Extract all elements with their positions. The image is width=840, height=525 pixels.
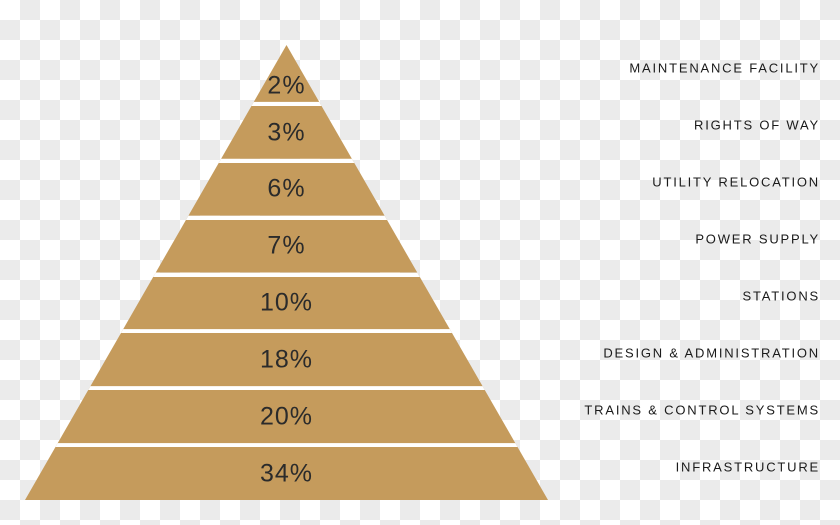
category-label-2: RIGHTS OF WAY [694,117,820,133]
category-label-5: STATIONS [742,288,820,304]
segment-value-label-5: 10% [259,288,314,317]
segment-value-label-4: 7% [267,231,306,260]
category-label-6: DESIGN & ADMINISTRATION [603,345,820,361]
pyramid-segment-6 [90,329,483,387]
pyramid-segment-8 [25,443,548,500]
pyramid-segment-3 [188,158,385,216]
segment-value-label-3: 6% [267,174,306,203]
pyramid-segment-5 [123,272,450,330]
segment-value-label-2: 3% [267,118,306,147]
category-label-7: TRAINS & CONTROL SYSTEMS [584,402,820,418]
segment-value-label-7: 20% [259,402,314,431]
segment-value-label-1: 2% [267,71,306,100]
segment-value-label-6: 18% [259,345,314,374]
pyramid-segment-4 [155,215,418,273]
category-label-3: UTILITY RELOCATION [652,174,820,190]
category-label-8: INFRASTRUCTURE [675,459,820,475]
category-label-4: POWER SUPPLY [695,231,820,247]
pyramid-segment-7 [57,386,516,444]
pyramid: 2% 3% 6% 7% 10% 18% 20% 34% [25,45,548,500]
segment-value-label-8: 34% [259,459,314,488]
category-label-1: MAINTENANCE FACILITY [629,60,820,76]
